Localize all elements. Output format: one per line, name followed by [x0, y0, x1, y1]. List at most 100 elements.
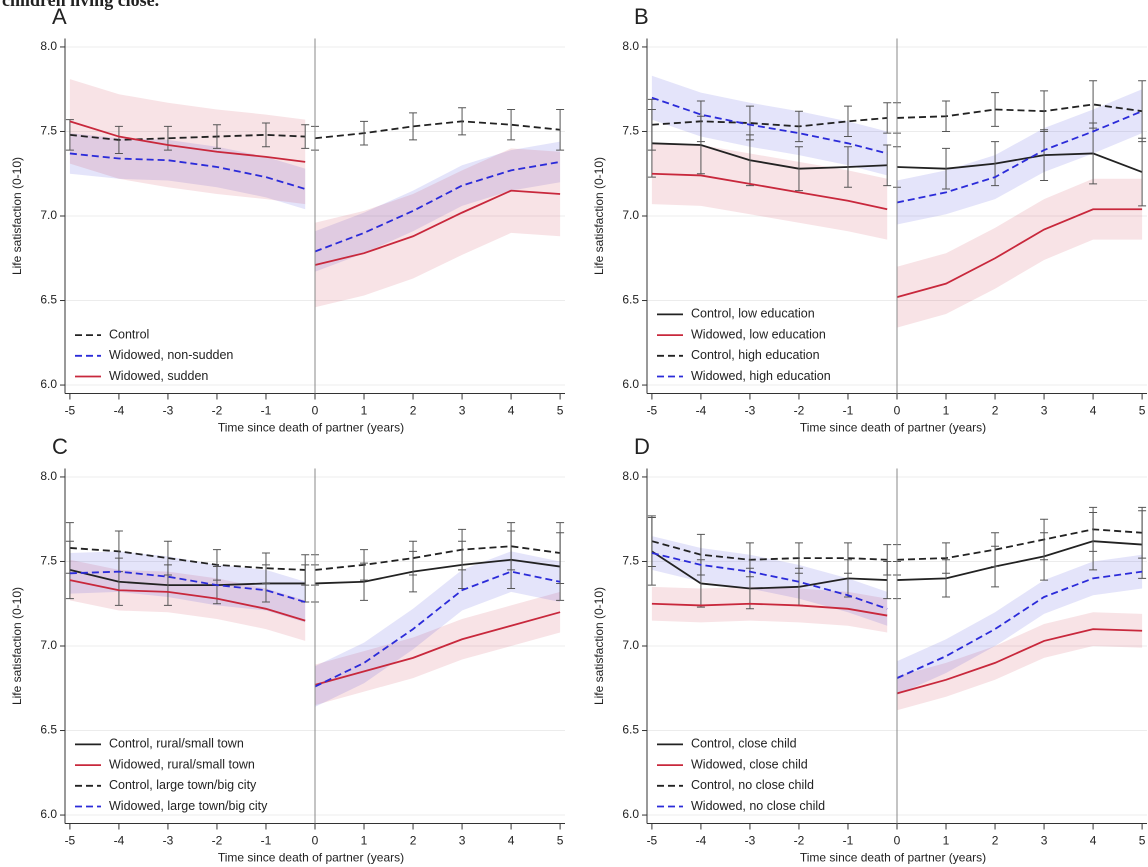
x-axis-label: Time since death of partner (years) — [218, 851, 404, 865]
series-line — [896, 570, 1143, 679]
y-tick-label: 7.5 — [622, 124, 639, 138]
series-line — [314, 545, 561, 571]
error-bar — [942, 100, 951, 132]
error-bar — [360, 120, 369, 146]
x-tick-label: -1 — [843, 404, 854, 418]
error-bar — [261, 552, 270, 584]
legend-label: Widowed, no close child — [691, 799, 825, 813]
legend-label: Widowed, close child — [691, 757, 808, 771]
x-tick-label: 2 — [410, 834, 417, 848]
series-line — [651, 117, 888, 128]
y-tick-label: 8.0 — [622, 39, 639, 53]
legend-label: Control, close child — [691, 737, 797, 751]
panel: 6.0 6.5 7.0 7.5 8.0 -5 -4 -3 -2 -1 0 1 2 3 4 5 B Time sin… — [592, 4, 1147, 435]
y-tick-label: 7.5 — [40, 554, 57, 568]
error-bar — [794, 542, 803, 574]
y-tick-label: 8.0 — [40, 469, 57, 483]
x-tick-label: -5 — [65, 834, 76, 848]
x-tick-label: 5 — [557, 834, 564, 848]
y-tick-label: 7.5 — [40, 124, 57, 138]
x-tick-label: -3 — [163, 834, 174, 848]
error-bar — [1040, 518, 1049, 561]
y-tick-label: 6.0 — [40, 807, 57, 821]
x-axis-label: Time since death of partner (years) — [218, 421, 404, 435]
error-bar — [556, 522, 565, 584]
series-line — [651, 142, 888, 170]
error-bar — [991, 141, 1000, 187]
legend-label: Control, large town/big city — [109, 778, 257, 792]
series-line — [314, 189, 561, 266]
error-bar — [1040, 90, 1049, 132]
confidence-band — [897, 612, 1143, 711]
y-tick-label: 7.0 — [40, 208, 57, 222]
x-tick-label: -3 — [163, 404, 174, 418]
series-line — [896, 208, 1143, 299]
error-bar — [1089, 506, 1098, 552]
x-tick-label: 4 — [508, 404, 515, 418]
series-line — [896, 152, 1143, 173]
error-bar — [212, 549, 221, 581]
error-bar — [647, 515, 656, 568]
error-bar — [1138, 80, 1147, 143]
x-tick-label: -3 — [745, 404, 756, 418]
x-tick-label: -4 — [696, 834, 707, 848]
x-tick-label: 2 — [410, 404, 417, 418]
x-tick-label: 5 — [1139, 834, 1146, 848]
error-bar — [843, 105, 852, 138]
series-line — [896, 528, 1143, 561]
x-axis-label: Time since death of partner (years) — [800, 421, 986, 435]
x-tick-label: -5 — [647, 834, 658, 848]
x-tick-label: 5 — [557, 404, 564, 418]
error-bar — [883, 144, 892, 187]
error-bar — [883, 102, 892, 134]
y-axis-label: Life satisfaction (0-10) — [10, 587, 24, 705]
x-tick-label: -1 — [843, 834, 854, 848]
error-bar — [991, 92, 1000, 127]
x-tick-label: 0 — [894, 404, 901, 418]
confidence-band — [897, 554, 1143, 696]
x-tick-label: -4 — [114, 834, 125, 848]
confidence-band — [69, 559, 306, 641]
confidence-band — [315, 148, 561, 308]
x-tick-label: -2 — [212, 834, 223, 848]
series-line — [651, 552, 888, 610]
x-tick-label: 3 — [1041, 834, 1048, 848]
error-bar — [458, 528, 467, 571]
series-line — [896, 628, 1143, 695]
x-tick-label: 4 — [508, 834, 515, 848]
error-bar — [942, 542, 951, 574]
confidence-band — [897, 178, 1143, 328]
x-tick-label: -1 — [261, 404, 272, 418]
y-tick-label: 6.5 — [622, 293, 639, 307]
legend-label: Widowed, rural/small town — [109, 757, 255, 771]
x-tick-label: -5 — [647, 404, 658, 418]
y-tick-label: 8.0 — [622, 469, 639, 483]
confidence-band — [651, 75, 888, 176]
legend-label: Widowed, high education — [691, 369, 831, 383]
y-tick-label: 8.0 — [40, 39, 57, 53]
error-bar — [942, 147, 951, 190]
error-bar — [1138, 506, 1147, 559]
panel: 6.0 6.5 7.0 7.5 8.0 -5 -4 -3 -2 -1 0 1 2 3 4 5 D Time sin… — [592, 434, 1147, 865]
series-line — [69, 570, 306, 603]
legend-label: Widowed, non-sudden — [109, 348, 233, 362]
error-bar — [696, 533, 705, 576]
legend-label: Control — [109, 327, 149, 341]
x-tick-label: 4 — [1090, 834, 1097, 848]
x-tick-label: 1 — [361, 834, 368, 848]
y-tick-label: 6.0 — [622, 807, 639, 821]
series-line — [651, 540, 888, 561]
error-bar — [163, 125, 172, 151]
x-tick-label: -3 — [745, 834, 756, 848]
legend-label: Widowed, large town/big city — [109, 799, 268, 813]
error-bar — [991, 532, 1000, 568]
legend-label: Control, rural/small town — [109, 737, 244, 751]
error-bar — [794, 146, 803, 192]
error-bar — [1089, 80, 1098, 129]
error-bar — [301, 554, 310, 586]
x-tick-label: -2 — [794, 834, 805, 848]
series-line — [651, 550, 888, 590]
series-line — [314, 611, 561, 686]
error-bar — [163, 540, 172, 576]
